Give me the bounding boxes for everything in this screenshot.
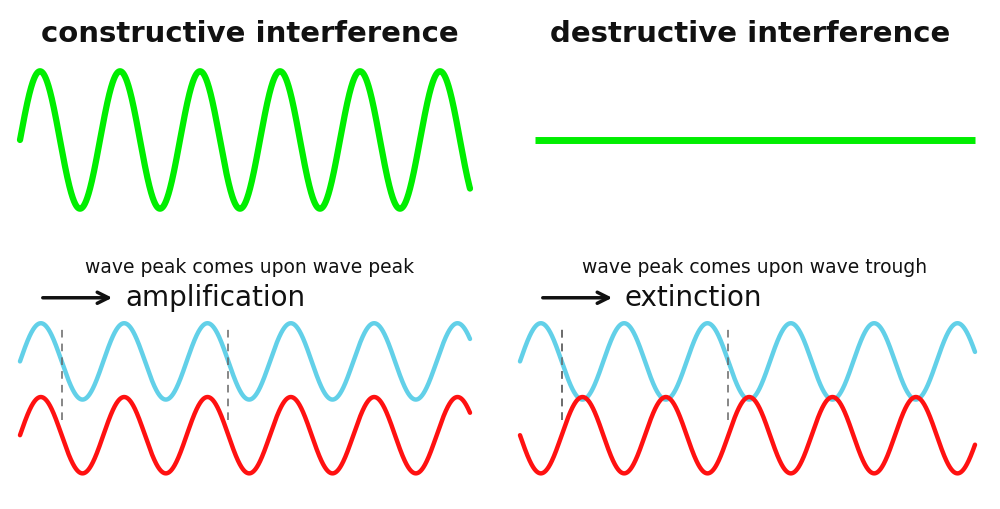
Text: destructive interference: destructive interference (550, 20, 950, 48)
Text: wave peak comes upon wave peak: wave peak comes upon wave peak (85, 258, 415, 277)
Text: constructive interference: constructive interference (41, 20, 459, 48)
Text: extinction: extinction (625, 284, 763, 312)
Text: amplification: amplification (125, 284, 305, 312)
Text: wave peak comes upon wave trough: wave peak comes upon wave trough (582, 258, 928, 277)
